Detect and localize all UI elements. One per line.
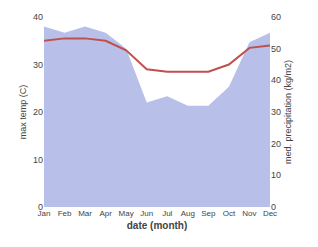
svg-text:Nov: Nov bbox=[242, 209, 256, 218]
svg-text:Mar: Mar bbox=[78, 209, 92, 218]
svg-text:Apr: Apr bbox=[99, 209, 112, 218]
svg-text:med. precipitation (kg/m2): med. precipitation (kg/m2) bbox=[283, 60, 293, 164]
svg-text:40: 40 bbox=[271, 75, 281, 85]
svg-text:date (month): date (month) bbox=[127, 220, 188, 231]
svg-text:30: 30 bbox=[33, 60, 43, 70]
svg-text:20: 20 bbox=[33, 107, 43, 117]
svg-text:30: 30 bbox=[271, 107, 281, 117]
svg-text:May: May bbox=[119, 209, 134, 218]
svg-text:Oct: Oct bbox=[223, 209, 236, 218]
svg-text:Dec: Dec bbox=[263, 209, 277, 218]
svg-text:60: 60 bbox=[271, 12, 281, 22]
svg-text:Jun: Jun bbox=[140, 209, 153, 218]
svg-text:Aug: Aug bbox=[181, 209, 195, 218]
svg-text:max temp (C): max temp (C) bbox=[18, 85, 28, 140]
svg-text:20: 20 bbox=[271, 139, 281, 149]
svg-text:Jan: Jan bbox=[38, 209, 51, 218]
svg-text:10: 10 bbox=[33, 155, 43, 165]
svg-text:Feb: Feb bbox=[58, 209, 72, 218]
svg-text:0: 0 bbox=[271, 202, 276, 212]
svg-text:0: 0 bbox=[38, 202, 43, 212]
svg-text:40: 40 bbox=[33, 12, 43, 22]
svg-text:50: 50 bbox=[271, 44, 281, 54]
svg-text:Sep: Sep bbox=[201, 209, 216, 218]
svg-text:Jul: Jul bbox=[162, 209, 172, 218]
svg-text:10: 10 bbox=[271, 170, 281, 180]
